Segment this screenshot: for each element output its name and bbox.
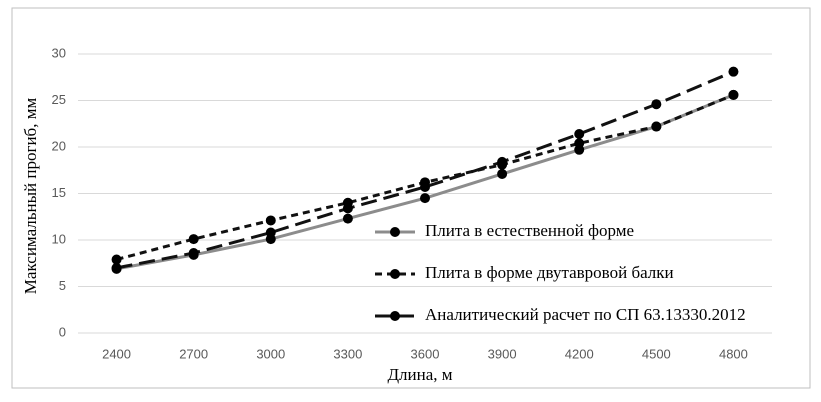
data-point — [265, 227, 276, 238]
data-point — [265, 215, 276, 226]
x-tick-label: 4200 — [565, 346, 594, 361]
data-point — [420, 181, 430, 192]
x-tick-label: 2700 — [179, 346, 208, 361]
legend-marker — [390, 227, 400, 237]
data-point — [111, 262, 122, 273]
y-tick-label: 30 — [52, 45, 66, 60]
data-point — [111, 254, 122, 265]
x-tick-label: 3300 — [333, 346, 362, 361]
legend-label: Аналитический расчет по СП 63.13330.2012 — [425, 305, 746, 324]
y-tick-label: 25 — [52, 92, 66, 107]
legend-label: Плита в естественной форме — [425, 221, 634, 240]
legend-marker — [390, 269, 400, 279]
y-tick-label: 20 — [52, 138, 66, 153]
x-tick-label: 3000 — [256, 346, 285, 361]
x-tick-label: 4500 — [642, 346, 671, 361]
data-point — [188, 234, 199, 245]
series-line — [116, 70, 735, 270]
data-point — [497, 168, 508, 179]
chart-frame — [11, 7, 811, 389]
y-tick-label: 0 — [59, 324, 66, 339]
x-tick-label: 3900 — [488, 346, 517, 361]
data-point — [728, 66, 739, 77]
data-point — [497, 156, 508, 167]
data-point — [188, 248, 199, 259]
legend-label: Плита в форме двутавровой балки — [425, 263, 674, 282]
y-axis-label: Максимальный прогиб, мм — [21, 98, 40, 295]
x-axis-label: Длина, м — [387, 365, 452, 384]
data-point — [574, 138, 585, 149]
data-point — [342, 203, 353, 214]
x-tick-label: 3600 — [411, 346, 440, 361]
y-tick-label: 15 — [52, 185, 66, 200]
y-tick-label: 5 — [59, 278, 66, 293]
data-point — [728, 89, 739, 100]
data-point — [574, 128, 585, 139]
y-tick-label: 10 — [52, 231, 66, 246]
x-tick-label: 2400 — [102, 346, 131, 361]
x-tick-label: 4800 — [719, 346, 748, 361]
data-point — [342, 213, 353, 224]
data-point — [651, 121, 662, 132]
data-point — [651, 99, 662, 110]
legend-marker — [390, 311, 400, 321]
data-point — [420, 193, 430, 204]
